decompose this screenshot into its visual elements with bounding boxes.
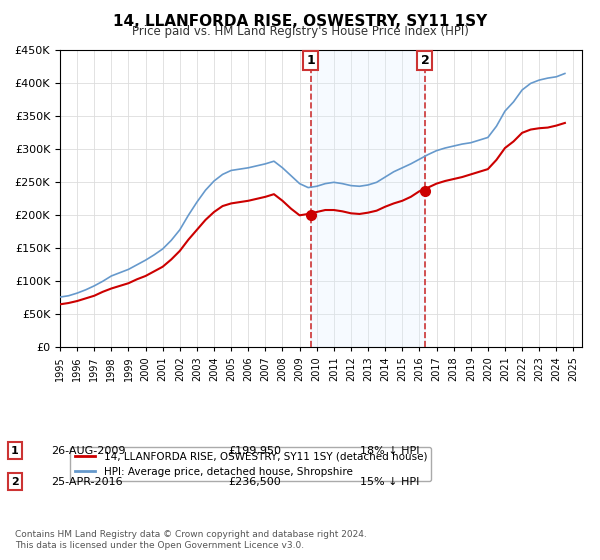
Bar	[311, 50, 425, 347]
Text: 1: 1	[307, 54, 315, 67]
Text: 2: 2	[421, 54, 429, 67]
14, LLANFORDA RISE, OSWESTRY, SY11 1SY (detached house)	[185, 236, 192, 243]
14, LLANFORDA RISE, OSWESTRY, SY11 1SY (detached house)	[219, 203, 226, 209]
Text: This data is licensed under the Open Government Licence v3.0.: This data is licensed under the Open Gov…	[15, 542, 304, 550]
HPI: Average price, detached house, Shropshire: (2e+03, 7.6e+04): Average price, detached house, Shropshir…	[56, 293, 64, 300]
HPI: Average price, detached house, Shropshire: (2e+03, 1.32e+05): Average price, detached house, Shropshir…	[142, 257, 149, 264]
HPI: Average price, detached house, Shropshire: (2.01e+03, 2.5e+05): Average price, detached house, Shropshir…	[373, 179, 380, 186]
HPI: Average price, detached house, Shropshire: (2e+03, 2e+05): Average price, detached house, Shropshir…	[185, 212, 192, 218]
14, LLANFORDA RISE, OSWESTRY, SY11 1SY (detached house)	[56, 301, 64, 307]
14, LLANFORDA RISE, OSWESTRY, SY11 1SY (detached house)	[227, 200, 235, 207]
Text: £236,500: £236,500	[228, 477, 281, 487]
Text: 2: 2	[11, 477, 19, 487]
Legend: 14, LLANFORDA RISE, OSWESTRY, SY11 1SY (detached house), HPI: Average price, det: 14, LLANFORDA RISE, OSWESTRY, SY11 1SY (…	[70, 447, 431, 481]
14, LLANFORDA RISE, OSWESTRY, SY11 1SY (detached house)	[142, 273, 149, 279]
Text: Contains HM Land Registry data © Crown copyright and database right 2024.: Contains HM Land Registry data © Crown c…	[15, 530, 367, 539]
Text: 26-AUG-2009: 26-AUG-2009	[51, 446, 125, 456]
HPI: Average price, detached house, Shropshire: (2e+03, 2.38e+05): Average price, detached house, Shropshir…	[202, 187, 209, 194]
Text: 15% ↓ HPI: 15% ↓ HPI	[360, 477, 419, 487]
HPI: Average price, detached house, Shropshire: (2e+03, 2.62e+05): Average price, detached house, Shropshir…	[219, 171, 226, 178]
Text: Price paid vs. HM Land Registry's House Price Index (HPI): Price paid vs. HM Land Registry's House …	[131, 25, 469, 38]
Line: 14, LLANFORDA RISE, OSWESTRY, SY11 1SY (detached house): 14, LLANFORDA RISE, OSWESTRY, SY11 1SY (…	[60, 123, 565, 304]
Text: 14, LLANFORDA RISE, OSWESTRY, SY11 1SY: 14, LLANFORDA RISE, OSWESTRY, SY11 1SY	[113, 14, 487, 29]
Text: £199,950: £199,950	[228, 446, 281, 456]
HPI: Average price, detached house, Shropshire: (2.02e+03, 4.15e+05): Average price, detached house, Shropshir…	[561, 70, 568, 77]
Text: 1: 1	[11, 446, 19, 456]
Text: 25-APR-2016: 25-APR-2016	[51, 477, 122, 487]
HPI: Average price, detached house, Shropshire: (2e+03, 2.68e+05): Average price, detached house, Shropshir…	[227, 167, 235, 174]
Text: 18% ↓ HPI: 18% ↓ HPI	[360, 446, 419, 456]
Line: HPI: Average price, detached house, Shropshire: HPI: Average price, detached house, Shro…	[60, 73, 565, 297]
14, LLANFORDA RISE, OSWESTRY, SY11 1SY (detached house)	[373, 207, 380, 214]
14, LLANFORDA RISE, OSWESTRY, SY11 1SY (detached house)	[561, 120, 568, 127]
14, LLANFORDA RISE, OSWESTRY, SY11 1SY (detached house)	[202, 217, 209, 223]
